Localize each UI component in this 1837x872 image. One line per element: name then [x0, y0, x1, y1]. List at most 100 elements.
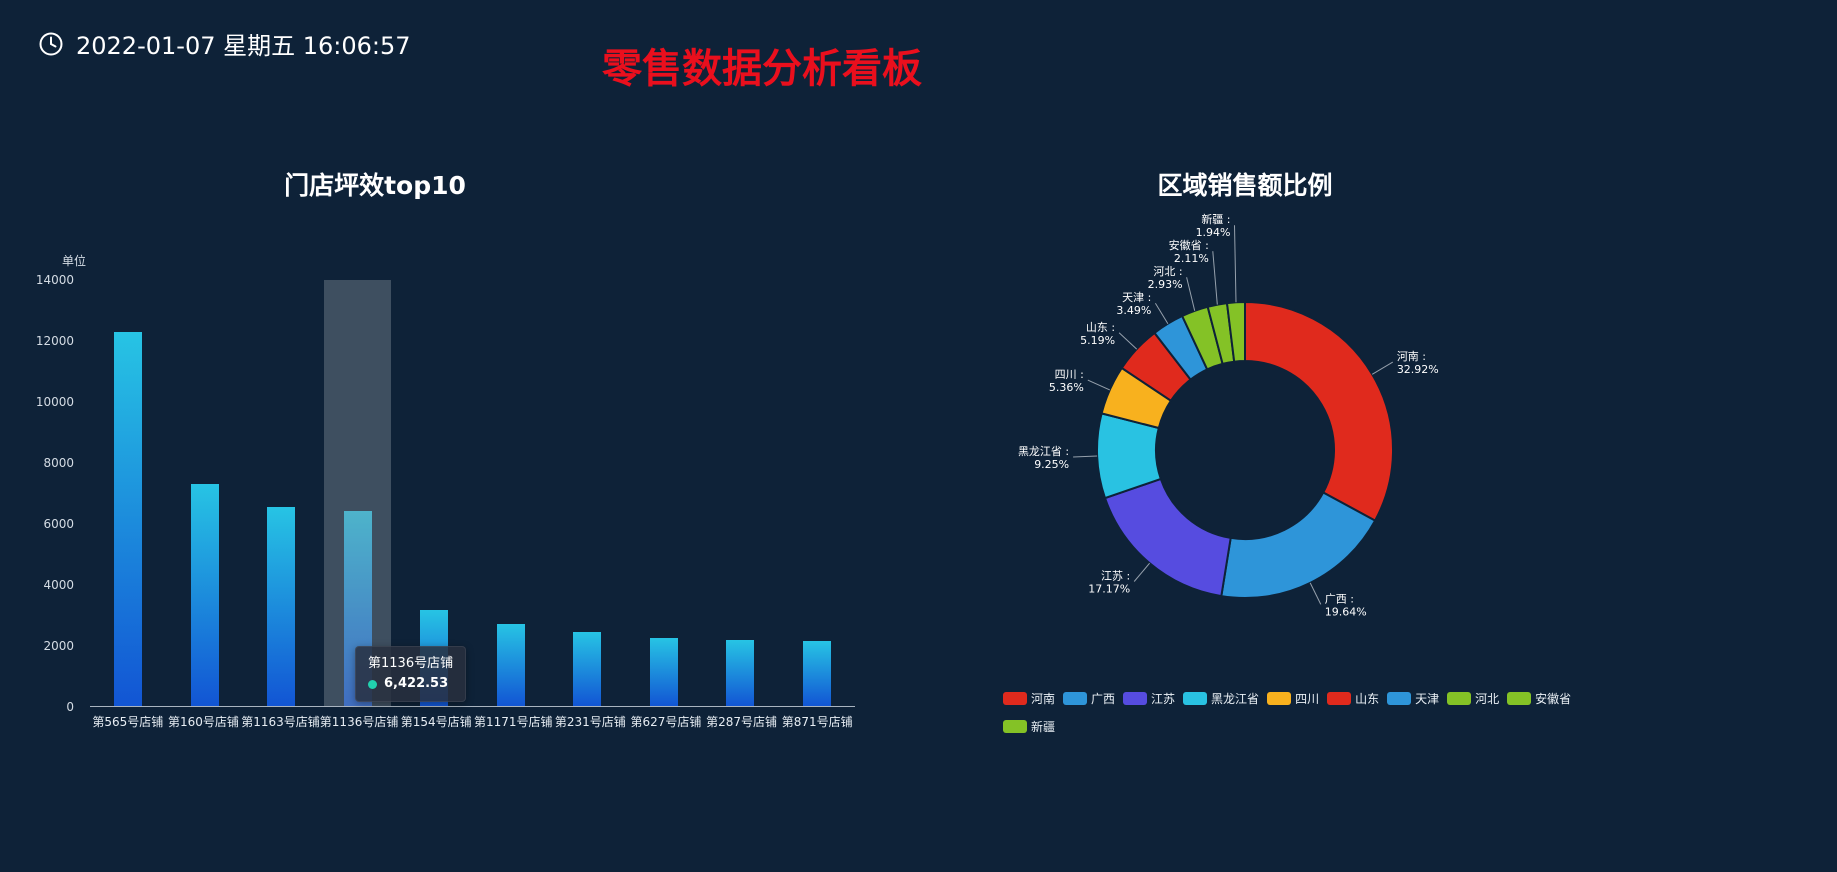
pie-label-line [1073, 455, 1098, 458]
legend-label: 广西 [1091, 692, 1116, 706]
legend-swatch [1003, 692, 1027, 705]
bar-column[interactable] [396, 280, 473, 706]
bar-category-label: 第565号店铺 [92, 715, 164, 729]
legend-swatch [1063, 692, 1088, 705]
bar-chart-title: 门店坪效top10 [284, 171, 466, 200]
bar-y-tick-label: 12000 [35, 334, 74, 348]
bar-column[interactable] [90, 280, 167, 706]
bar-x-axis: 第565号店铺 第160号店铺 第1163号店铺 第1136号店铺 第154号店铺 第11… [90, 713, 855, 730]
bar-column[interactable] [320, 280, 397, 706]
tooltip-series-name: 第1136号店铺 [368, 656, 454, 671]
pie-label: 山东 :5.19% [1080, 321, 1115, 347]
pie-label-line [1371, 361, 1394, 375]
bar-y-tick-label: 6000 [43, 517, 74, 531]
legend-label: 天津 [1415, 692, 1440, 706]
pie-label: 广西 :19.64% [1325, 592, 1367, 618]
legend-item[interactable]: 山东 [1327, 690, 1379, 707]
bar[interactable] [114, 331, 143, 706]
legend-swatch [1123, 692, 1148, 705]
legend-item[interactable]: 河南 [1003, 690, 1055, 707]
bar-column[interactable] [473, 280, 550, 706]
datetime: 2022-01-07 星期五 16:06:57 [38, 26, 411, 61]
legend-swatch [1003, 720, 1027, 733]
pie-label-line [1154, 302, 1169, 324]
legend-item[interactable]: 广西 [1063, 690, 1115, 707]
bar[interactable] [726, 639, 755, 706]
legend-item[interactable]: 江苏 [1123, 690, 1175, 707]
bar-plot [90, 280, 855, 707]
pie-label-line [1309, 582, 1322, 605]
bar-y-axis: 0 2000 4000 6000 8000 10000 12000 14000 [0, 273, 82, 714]
legend-label: 山东 [1355, 692, 1380, 706]
bar-y-tick-label: 10000 [35, 395, 74, 409]
pie-label: 江苏 :17.17% [1088, 570, 1130, 596]
bar[interactable] [802, 640, 831, 706]
bar-y-tick-label: 4000 [43, 578, 74, 592]
bar-column[interactable] [702, 280, 779, 706]
legend-label: 河北 [1475, 692, 1500, 706]
legend-swatch [1327, 692, 1352, 705]
bar-unit-label: 单位 [62, 254, 87, 268]
legend-swatch [1447, 692, 1472, 705]
pie-label-line [1133, 562, 1150, 582]
bar-category-label: 第287号店铺 [706, 715, 778, 729]
bar[interactable] [267, 506, 296, 706]
bar-column[interactable] [626, 280, 703, 706]
bar-column[interactable] [549, 280, 626, 706]
pie-label-line [1118, 332, 1138, 350]
pie-label: 新疆 :1.94% [1196, 212, 1231, 239]
legend-item[interactable]: 河北 [1447, 690, 1499, 707]
bar[interactable] [496, 623, 525, 706]
pie-label: 河北 :2.93% [1148, 265, 1183, 291]
legend-item[interactable]: 天津 [1387, 690, 1439, 707]
bar-y-tick-label: 2000 [43, 639, 74, 653]
bar-y-tick-label: 14000 [35, 273, 74, 287]
bar[interactable] [190, 483, 219, 706]
bar-category-label: 第154号店铺 [400, 715, 472, 729]
legend-label: 黑龙江省 [1211, 692, 1260, 706]
pie-legend: 河南 广西 江苏 黑龙江省 四川 山东 天津 河北 安徽省新疆 [1003, 690, 1571, 735]
bar-y-tick-label: 8000 [43, 456, 74, 470]
bar-column[interactable] [779, 280, 856, 706]
legend-label: 新疆 [1031, 720, 1056, 734]
bar[interactable] [649, 637, 678, 706]
pie-slice[interactable] [1220, 491, 1377, 599]
pie-label-line [1234, 225, 1237, 303]
legend-item[interactable]: 黑龙江省 [1183, 690, 1259, 707]
legend-swatch [1183, 692, 1208, 705]
bar-hover-band [324, 280, 392, 706]
legend-swatch [1267, 692, 1292, 705]
bar-tooltip: 第1136号店铺 6,422.53 [355, 646, 467, 703]
bar-y-tick-label: 0 [66, 700, 74, 714]
page-title: 零售数据分析看板 [602, 46, 922, 92]
legend-item[interactable]: 安徽省 [1507, 690, 1571, 707]
legend-label: 江苏 [1151, 692, 1176, 706]
legend-item[interactable]: 四川 [1267, 690, 1319, 707]
bar-category-label: 第1136号店铺 [319, 715, 399, 729]
pie-label: 黑龙江省 :9.25% [1018, 445, 1069, 471]
pie-slice[interactable] [1244, 300, 1394, 522]
datetime-text: 2022-01-07 星期五 16:06:57 [76, 32, 411, 60]
bar-category-label: 第231号店铺 [554, 715, 626, 729]
pie-label: 天津 :3.49% [1116, 291, 1151, 317]
pie-chart: 区域销售额比例 河南 :32.92% 广西 :19.64% 江苏 :17.17% 黑龙… [930, 140, 1637, 780]
pie-label: 安徽省 :2.11% [1169, 238, 1209, 265]
legend-swatch [1507, 692, 1532, 705]
bar-category-label: 第1171号店铺 [473, 715, 553, 729]
legend-item[interactable]: 新疆 [1003, 718, 1055, 735]
bar-column[interactable] [167, 280, 244, 706]
tooltip-value: 6,422.53 [384, 676, 449, 692]
legend-label: 河南 [1031, 692, 1056, 706]
pie-label-line [1087, 379, 1111, 391]
bar-chart: 门店坪效top10 单位 0 2000 4000 6000 8000 10000 12000… [0, 140, 900, 765]
legend-label: 四川 [1295, 692, 1320, 706]
tooltip-dot [368, 679, 377, 689]
bar[interactable] [573, 632, 602, 706]
clock-icon [39, 32, 63, 55]
legend-swatch [1387, 692, 1412, 705]
bar-column[interactable] [243, 280, 320, 706]
pie-slice[interactable] [1225, 300, 1246, 363]
pie-label-line [1212, 251, 1218, 305]
legend-label: 安徽省 [1535, 692, 1572, 706]
